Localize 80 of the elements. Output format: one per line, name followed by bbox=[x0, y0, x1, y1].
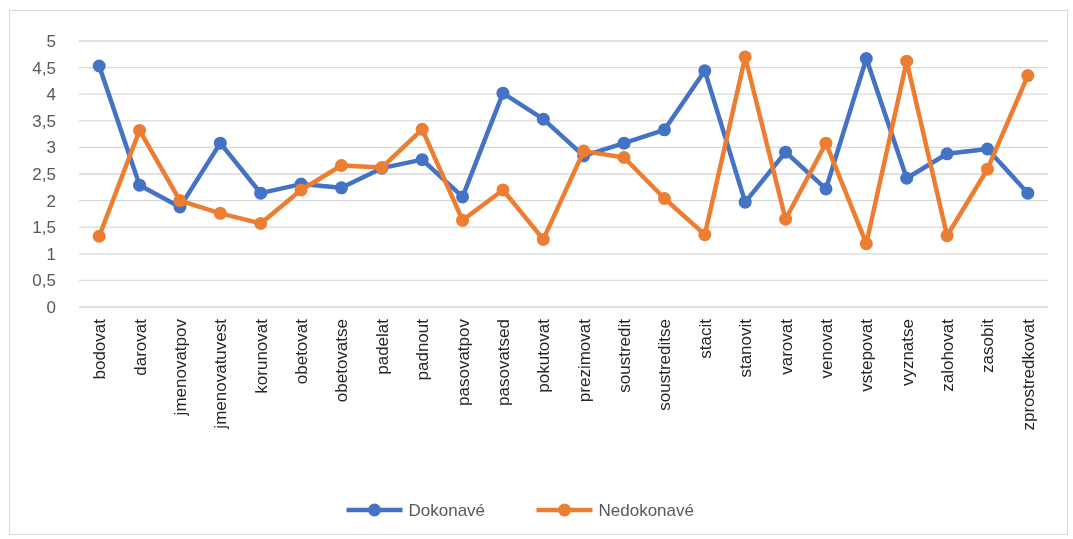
legend-label: Nedokonavé bbox=[598, 500, 694, 520]
x-tick-label: stacit bbox=[695, 318, 715, 359]
x-tick-label: zasobit bbox=[978, 318, 998, 373]
y-tick-label: 3 bbox=[46, 138, 56, 158]
x-tick-label: korunovat bbox=[251, 318, 271, 394]
point bbox=[1021, 69, 1035, 83]
x-tick-label: obetovatse bbox=[332, 319, 352, 403]
point bbox=[980, 162, 994, 176]
point bbox=[213, 206, 227, 220]
point bbox=[92, 229, 106, 243]
point bbox=[577, 144, 591, 158]
point bbox=[254, 216, 268, 230]
x-tick-label: venovat bbox=[816, 318, 836, 379]
x-tick-label: jmenovatpov bbox=[170, 318, 190, 417]
y-tick-label: 5 bbox=[46, 31, 56, 51]
x-tick-label: darovat bbox=[130, 318, 150, 376]
point bbox=[496, 183, 510, 197]
point bbox=[859, 52, 873, 66]
x-tick-label: padnout bbox=[413, 318, 433, 381]
point bbox=[334, 158, 348, 172]
point bbox=[92, 59, 106, 73]
y-tick-label: 3,5 bbox=[32, 111, 56, 131]
x-tick-label: bodovat bbox=[90, 318, 110, 380]
point bbox=[294, 183, 308, 197]
x-tick-label: zprostredkovat bbox=[1018, 318, 1038, 431]
x-tick-label: vyznatse bbox=[897, 319, 917, 387]
point bbox=[334, 181, 348, 195]
point bbox=[940, 147, 954, 161]
y-tick-label: 4,5 bbox=[32, 58, 56, 78]
x-tick-label: soustreditse bbox=[655, 319, 675, 411]
x-tick-label: prezimovat bbox=[574, 318, 594, 403]
point bbox=[940, 229, 954, 243]
y-tick-label: 1,5 bbox=[32, 218, 56, 238]
point bbox=[415, 153, 429, 167]
x-tick-label: varovat bbox=[776, 318, 796, 375]
point bbox=[657, 123, 671, 137]
y-tick-label: 0 bbox=[46, 297, 56, 317]
y-tick-label: 2,5 bbox=[32, 164, 56, 184]
point bbox=[133, 123, 147, 137]
point bbox=[254, 186, 268, 200]
point bbox=[536, 112, 550, 126]
y-tick-label: 2 bbox=[46, 191, 56, 211]
point bbox=[617, 136, 631, 150]
point bbox=[738, 50, 752, 64]
y-tick-label: 0,5 bbox=[32, 271, 56, 291]
x-tick-label: pokutovat bbox=[534, 318, 554, 393]
x-tick-label: soustredit bbox=[615, 318, 635, 393]
x-tick-label: pasovatpov bbox=[453, 318, 473, 406]
point bbox=[657, 191, 671, 205]
x-tick-label: obetovat bbox=[292, 318, 312, 385]
x-tick-label: zalohovat bbox=[938, 318, 958, 392]
point bbox=[738, 195, 752, 209]
point bbox=[698, 228, 712, 242]
point bbox=[173, 194, 187, 208]
point bbox=[980, 142, 994, 156]
point bbox=[496, 86, 510, 100]
point bbox=[900, 54, 914, 68]
point bbox=[456, 190, 470, 204]
x-tick-label: pasovatsed bbox=[493, 319, 513, 406]
point bbox=[617, 151, 631, 165]
point bbox=[456, 213, 470, 227]
legend-label: Dokonavé bbox=[408, 500, 486, 520]
y-tick-label: 1 bbox=[46, 244, 56, 264]
point bbox=[698, 64, 712, 78]
x-tick-label: padelat bbox=[372, 318, 392, 375]
point bbox=[900, 171, 914, 185]
point bbox=[536, 232, 550, 246]
point bbox=[819, 182, 833, 196]
y-tick-label: 4 bbox=[46, 85, 56, 105]
point bbox=[1021, 186, 1035, 200]
point bbox=[779, 212, 793, 226]
point bbox=[859, 237, 873, 251]
point bbox=[415, 122, 429, 136]
x-tick-label: vstepovat bbox=[857, 318, 877, 392]
point bbox=[133, 178, 147, 192]
point bbox=[779, 145, 793, 159]
point bbox=[213, 136, 227, 150]
x-tick-label: jmenovatuvest bbox=[211, 318, 231, 430]
x-tick-label: stanovit bbox=[736, 318, 756, 378]
point bbox=[819, 136, 833, 150]
